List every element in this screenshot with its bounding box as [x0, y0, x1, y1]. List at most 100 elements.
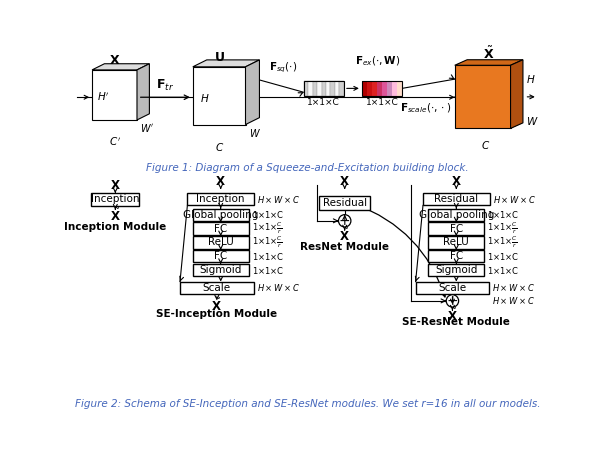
Polygon shape: [469, 60, 485, 65]
Bar: [193, 264, 248, 276]
Text: $\mathbf{F}_{scale}(\cdot,\cdot)$: $\mathbf{F}_{scale}(\cdot,\cdot)$: [400, 102, 452, 115]
Text: Global pooling: Global pooling: [183, 210, 259, 219]
Text: Inception Module: Inception Module: [64, 222, 166, 232]
Text: Residual: Residual: [323, 198, 367, 208]
Text: $\mathbf{X}$: $\mathbf{X}$: [109, 54, 120, 67]
Text: $\tilde{\mathbf{X}}$: $\tilde{\mathbf{X}}$: [110, 207, 121, 224]
Polygon shape: [493, 60, 503, 128]
Bar: [304, 81, 344, 96]
Polygon shape: [483, 60, 494, 128]
Bar: [322, 81, 326, 96]
Polygon shape: [474, 60, 485, 128]
Polygon shape: [473, 65, 478, 128]
Text: 1$\times$1$\times\frac{C}{r}$: 1$\times$1$\times\frac{C}{r}$: [487, 221, 518, 236]
Text: $\mathbf{F}_{ex}(\cdot,\mathbf{W})$: $\mathbf{F}_{ex}(\cdot,\mathbf{W})$: [355, 55, 400, 68]
Text: 1$\times$1$\times$C: 1$\times$1$\times$C: [252, 251, 284, 262]
Polygon shape: [511, 60, 522, 128]
Text: ReLU: ReLU: [208, 237, 233, 248]
Polygon shape: [92, 64, 149, 70]
Polygon shape: [488, 60, 499, 128]
Polygon shape: [478, 65, 483, 128]
Polygon shape: [455, 65, 460, 128]
Bar: [180, 282, 254, 294]
Text: $H$: $H$: [200, 92, 210, 104]
Text: $\mathbf{X}$: $\mathbf{X}$: [339, 175, 350, 188]
Bar: [308, 81, 313, 96]
Bar: [428, 236, 484, 248]
Text: +: +: [339, 214, 350, 228]
Polygon shape: [492, 60, 508, 65]
Text: $\tilde{\mathbf{X}}$: $\tilde{\mathbf{X}}$: [483, 46, 494, 62]
Polygon shape: [506, 60, 517, 128]
Text: FC: FC: [449, 224, 463, 234]
Polygon shape: [501, 65, 506, 128]
Text: 1$\times$1$\times$C: 1$\times$1$\times$C: [252, 209, 284, 220]
Text: $W$: $W$: [248, 127, 260, 139]
Text: $\tilde{\mathbf{X}}$: $\tilde{\mathbf{X}}$: [447, 308, 458, 325]
Polygon shape: [464, 60, 480, 65]
Text: Figure 2: Schema of SE-Inception and SE-ResNet modules. We set r=16 in all our m: Figure 2: Schema of SE-Inception and SE-…: [75, 399, 540, 409]
Text: 1$\times$1$\times$C: 1$\times$1$\times$C: [487, 251, 520, 262]
Bar: [193, 208, 248, 221]
Text: Inception: Inception: [196, 194, 245, 204]
Text: FC: FC: [214, 224, 227, 234]
Text: $\tilde{\mathbf{X}}$: $\tilde{\mathbf{X}}$: [339, 228, 350, 244]
Bar: [187, 193, 254, 205]
Text: 1$\times$1$\times\frac{C}{r}$: 1$\times$1$\times\frac{C}{r}$: [487, 234, 518, 250]
Bar: [326, 81, 331, 96]
Bar: [428, 250, 484, 262]
Bar: [91, 193, 139, 206]
Bar: [317, 81, 322, 96]
Text: $H\times W\times C$: $H\times W\times C$: [257, 283, 299, 293]
Polygon shape: [487, 60, 503, 65]
Text: $W'$: $W'$: [140, 122, 154, 134]
Bar: [397, 81, 402, 96]
Polygon shape: [193, 67, 245, 125]
Polygon shape: [506, 65, 511, 128]
Circle shape: [338, 215, 351, 227]
Text: FC: FC: [214, 251, 227, 261]
Text: 1$\times$1$\times\frac{C}{r}$: 1$\times$1$\times\frac{C}{r}$: [252, 234, 283, 250]
Bar: [387, 81, 392, 96]
Polygon shape: [487, 65, 493, 128]
Polygon shape: [497, 65, 502, 128]
Polygon shape: [193, 60, 259, 67]
Text: $\tilde{\mathbf{X}}$: $\tilde{\mathbf{X}}$: [211, 298, 222, 314]
Polygon shape: [464, 60, 475, 128]
Text: $\mathbf{F}_{tr}$: $\mathbf{F}_{tr}$: [156, 78, 174, 93]
Text: $C'$: $C'$: [109, 135, 121, 148]
Text: $\mathbf{F}_{sq}(\cdot)$: $\mathbf{F}_{sq}(\cdot)$: [269, 60, 297, 75]
Polygon shape: [460, 60, 470, 128]
Text: 1×1×C: 1×1×C: [307, 98, 340, 107]
Text: $H\times W\times C$: $H\times W\times C$: [493, 296, 535, 306]
Bar: [362, 81, 367, 96]
Text: Sigmoid: Sigmoid: [435, 265, 478, 275]
Text: FC: FC: [449, 251, 463, 261]
Polygon shape: [473, 60, 489, 65]
Text: Global pooling: Global pooling: [419, 210, 494, 219]
Polygon shape: [460, 65, 464, 128]
Polygon shape: [455, 65, 511, 128]
Text: $H$: $H$: [526, 73, 536, 85]
Text: 1$\times$1$\times$C: 1$\times$1$\times$C: [252, 265, 284, 276]
Text: $W$: $W$: [526, 115, 539, 127]
Circle shape: [446, 295, 458, 307]
Bar: [335, 81, 340, 96]
Text: $H\times W\times C$: $H\times W\times C$: [493, 194, 536, 205]
Polygon shape: [92, 70, 137, 120]
Bar: [193, 222, 248, 235]
Text: 1$\times$1$\times\frac{C}{r}$: 1$\times$1$\times\frac{C}{r}$: [252, 221, 283, 236]
Text: $H\times W\times C$: $H\times W\times C$: [493, 283, 535, 293]
Text: +: +: [446, 294, 458, 308]
Bar: [193, 250, 248, 262]
Text: Inception: Inception: [91, 194, 140, 204]
Text: Sigmoid: Sigmoid: [200, 265, 242, 275]
Bar: [382, 81, 387, 96]
Text: SE-Inception Module: SE-Inception Module: [156, 309, 277, 319]
Polygon shape: [478, 60, 489, 128]
Text: $C$: $C$: [481, 139, 490, 151]
Text: Figure 1: Diagram of a Squeeze-and-Excitation building block.: Figure 1: Diagram of a Squeeze-and-Excit…: [146, 163, 469, 173]
Bar: [331, 81, 335, 96]
Bar: [392, 81, 397, 96]
Polygon shape: [492, 65, 497, 128]
